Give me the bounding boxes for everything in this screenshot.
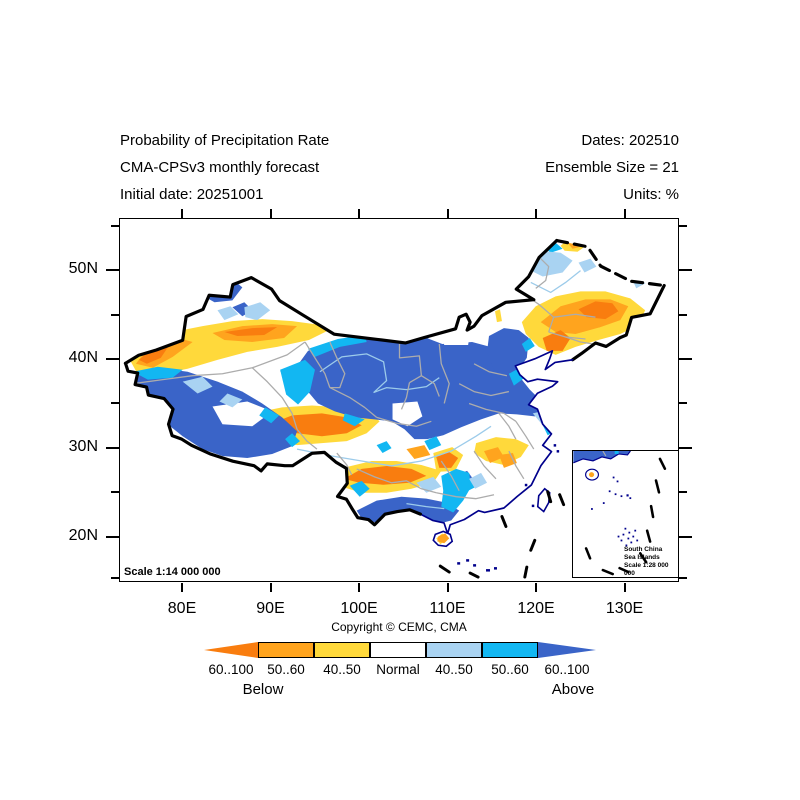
inset-caption-line2: Sea Islands	[624, 554, 660, 561]
land-border-east	[571, 283, 666, 362]
legend-label: 50..60	[491, 662, 529, 677]
legend-swatch-above-50-60	[482, 642, 538, 658]
legend-swatch-normal	[370, 642, 426, 658]
province-borders	[132, 256, 596, 500]
lon-label-110e: 110E	[429, 600, 466, 617]
tick	[679, 269, 692, 271]
legend-label: 60..100	[208, 662, 254, 677]
tick	[106, 536, 119, 538]
minor-tick	[111, 314, 119, 316]
minor-tick	[679, 402, 687, 404]
precip-below-60-100	[138, 301, 619, 485]
land-border-west-north	[123, 238, 559, 365]
lon-label-80e: 80E	[167, 600, 197, 617]
lat-label-30n: 30N	[68, 438, 98, 455]
tick	[535, 583, 537, 592]
shading-white-gaps	[212, 330, 471, 427]
land-border-amur-dashed	[555, 238, 666, 288]
inset-caption: South China Sea Islands Scale 1:28 000 0…	[624, 546, 678, 578]
minor-tick	[679, 491, 687, 493]
offshore-islands	[457, 444, 560, 572]
minor-tick	[111, 225, 119, 227]
minor-tick	[111, 402, 119, 404]
lat-label-50n: 50N	[68, 260, 98, 277]
legend-above-label: Above	[551, 681, 595, 698]
legend-label: Normal	[376, 662, 420, 677]
tick	[679, 358, 692, 360]
tick	[358, 209, 360, 218]
tick	[623, 209, 626, 218]
tick	[679, 447, 692, 449]
inset-map: South China Sea Islands Scale 1:28 000 0…	[572, 450, 679, 578]
lat-label-40n: 40N	[68, 349, 98, 366]
legend-label: 60..100	[544, 662, 590, 677]
legend-swatch-below-60-100	[204, 642, 258, 658]
tick	[106, 269, 119, 271]
tick	[181, 583, 183, 592]
plot-title: Probability of Precipitation Rate	[120, 132, 330, 149]
china-map-svg	[123, 238, 666, 579]
tick	[269, 583, 272, 592]
legend-label: 50..60	[267, 662, 305, 677]
model-subtitle: CMA-CPSv3 monthly forecast	[120, 159, 320, 176]
tick	[269, 209, 272, 218]
minor-tick	[111, 577, 119, 579]
rivers	[296, 270, 581, 510]
inset-nine-dash	[584, 457, 667, 576]
coastline	[419, 350, 574, 535]
ensemble-size: Ensemble Size = 21	[545, 159, 679, 176]
lon-label-90e: 90E	[256, 600, 285, 617]
tick	[358, 583, 360, 592]
legend-swatch-below-50-60	[258, 642, 314, 658]
tick	[679, 536, 692, 538]
taiwan-island	[536, 487, 551, 513]
inset-island-dots	[591, 476, 639, 547]
units-label: Units: %	[623, 186, 679, 203]
legend-swatch-below-40-50	[314, 642, 370, 658]
hainan-island	[432, 530, 454, 548]
copyright-text: Copyright © CEMC, CMA	[331, 620, 467, 634]
tick	[623, 583, 626, 592]
minor-tick	[111, 491, 119, 493]
legend-label: 40..50	[323, 662, 361, 677]
nine-dash-line	[438, 490, 566, 579]
tick	[106, 447, 119, 449]
title-block-left: Probability of Precipitation Rate CMA-CP…	[120, 127, 329, 208]
legend-swatch-above-60-100	[538, 642, 596, 658]
china-outline	[123, 238, 666, 535]
lat-label-20n: 20N	[68, 527, 98, 544]
initial-date: Initial date: 20251001	[120, 186, 264, 203]
dates-value: Dates: 202510	[581, 132, 679, 149]
tick	[446, 583, 449, 592]
map-scale-label: Scale 1:14 000 000	[124, 566, 221, 578]
inset-caption-line1: South China	[624, 546, 663, 553]
legend-below-label: Below	[242, 681, 284, 698]
map-frame	[119, 218, 679, 582]
lon-label-130e: 130E	[605, 600, 644, 617]
minor-tick	[679, 314, 687, 316]
tick	[181, 209, 183, 218]
lon-label-100e: 100E	[340, 600, 378, 617]
legend-label: 40..50	[435, 662, 473, 677]
minor-tick	[679, 577, 687, 579]
tick	[106, 358, 119, 360]
inset-svg	[573, 450, 667, 576]
lon-label-120e: 120E	[517, 600, 555, 617]
minor-tick	[679, 225, 687, 227]
legend-swatch-above-40-50	[426, 642, 482, 658]
tick	[446, 209, 449, 218]
title-block-right: Dates: 202510 Ensemble Size = 21 Units: …	[545, 127, 679, 208]
land-border-south-west	[123, 361, 422, 527]
probability-shading	[130, 240, 651, 534]
tick	[535, 209, 537, 218]
inset-caption-line3: Scale 1:28 000 000	[624, 562, 669, 577]
